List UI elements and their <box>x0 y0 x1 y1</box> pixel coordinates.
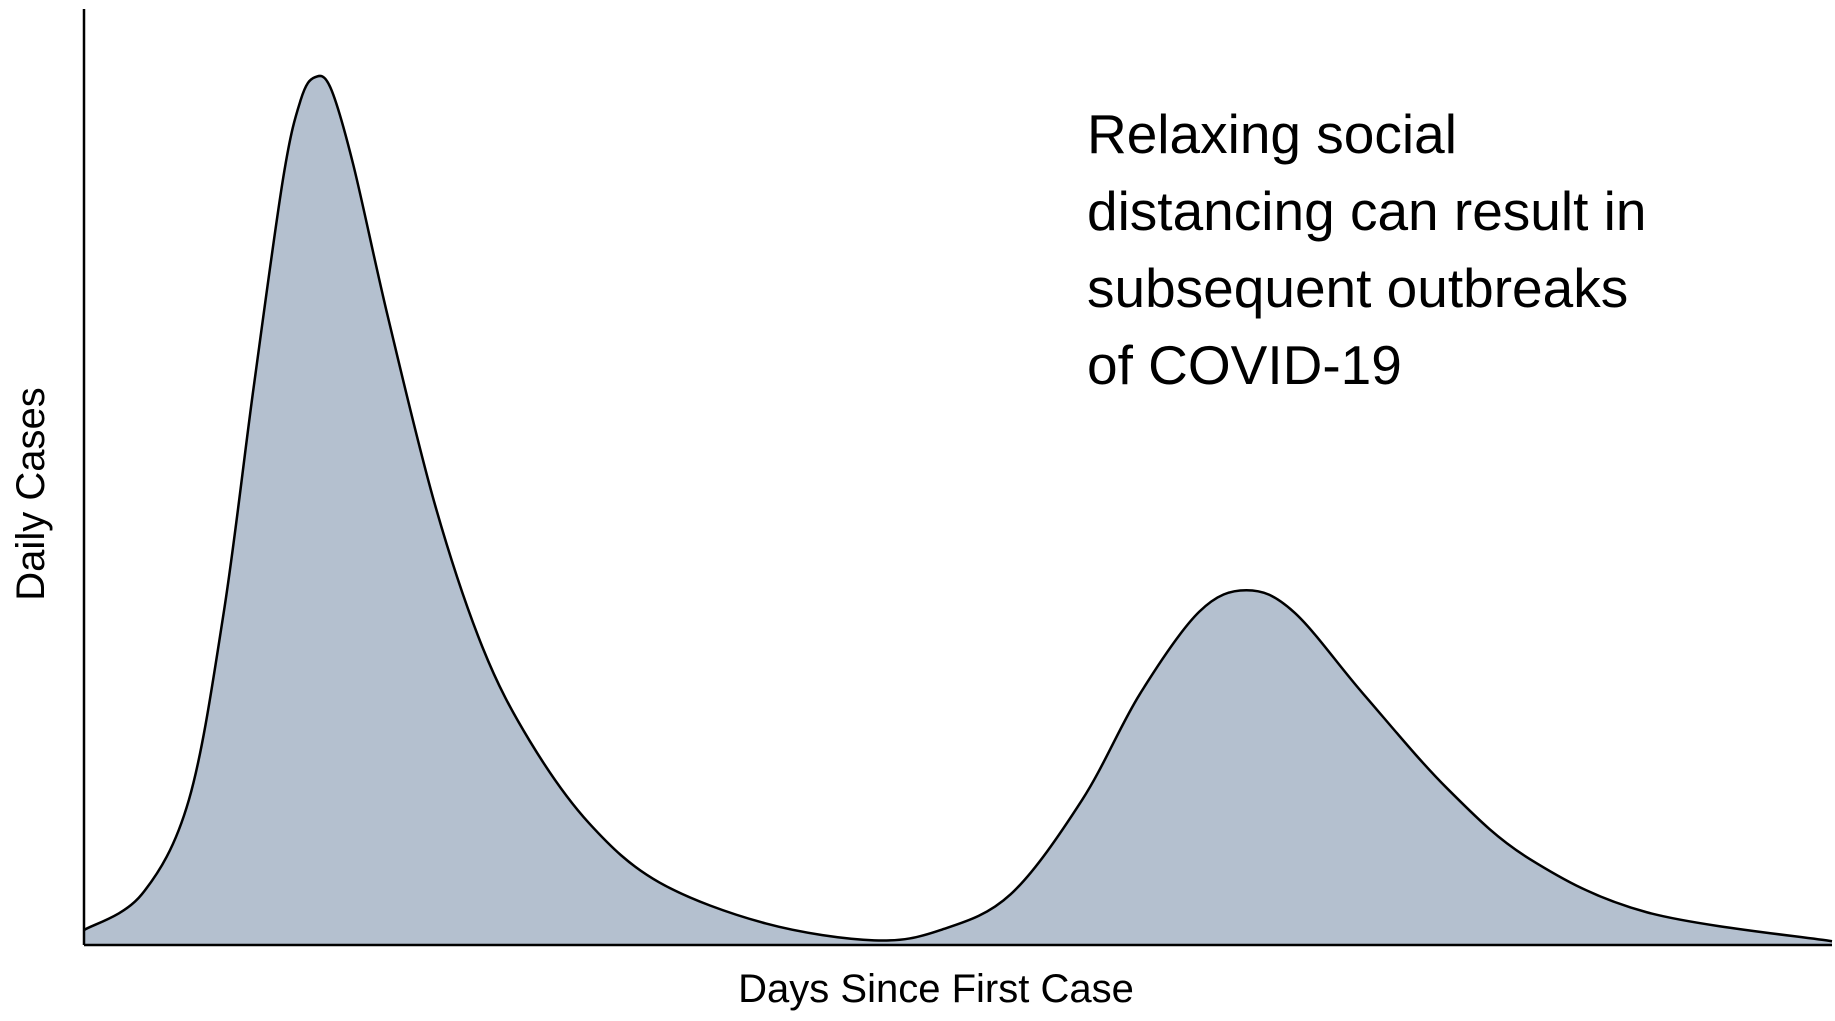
annotation-line: Relaxing social <box>1087 103 1457 165</box>
annotation-line: distancing can result in <box>1087 180 1646 242</box>
area-line <box>83 74 1833 943</box>
x-axis-label: Days Since First Case <box>738 967 1134 1011</box>
y-axis-label: Daily Cases <box>9 387 53 600</box>
annotation-line: subsequent outbreaks <box>1087 257 1628 319</box>
plot-area <box>83 74 1833 946</box>
annotation-line: of COVID-19 <box>1087 334 1402 396</box>
